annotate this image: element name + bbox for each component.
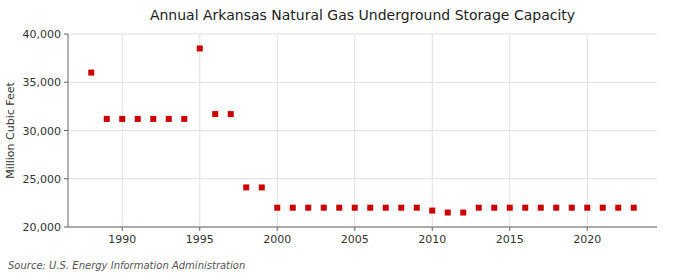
x-tick-label: 1990 [108, 233, 136, 246]
x-tick-label: 1995 [186, 233, 214, 246]
grid-line-x [354, 34, 355, 227]
y-tick-label: 20,000 [23, 221, 62, 234]
point [538, 205, 544, 211]
point [88, 70, 94, 76]
point [398, 205, 404, 211]
x-axis-line [68, 227, 657, 228]
point [181, 116, 187, 122]
point [243, 184, 249, 190]
x-tick [587, 227, 588, 231]
point [367, 205, 373, 211]
x-tick [277, 227, 278, 231]
point [135, 116, 141, 122]
grid-line-x [199, 34, 200, 227]
y-tick-label: 25,000 [23, 173, 62, 186]
axes: 1990 1995 2000 2005 2010 2015 2020 20,000 25,000… [23, 28, 602, 246]
x-tick [122, 227, 123, 231]
grid-line-x [277, 34, 278, 227]
grid-line-x [587, 34, 588, 227]
source-note: Source: U.S. Energy Information Administ… [8, 260, 245, 271]
grid-line-y [68, 34, 657, 35]
point [336, 205, 342, 211]
x-tick [509, 227, 510, 231]
x-tick [199, 227, 200, 231]
grid-line-y [68, 130, 657, 131]
y-tick [64, 178, 68, 179]
point [491, 205, 497, 211]
point [259, 184, 265, 190]
point [228, 111, 234, 117]
point [305, 205, 311, 211]
point [197, 45, 203, 51]
point [445, 210, 451, 216]
x-tick-label: 2020 [573, 233, 601, 246]
point [414, 205, 420, 211]
y-tick [64, 130, 68, 131]
point [119, 116, 125, 122]
title: Annual Arkansas Natural Gas Underground … [150, 7, 575, 23]
chart: 1990 1995 2000 2005 2010 2015 2020 20,000 25,000… [0, 0, 675, 275]
grid-line-x [122, 34, 123, 227]
point [212, 111, 218, 117]
point [429, 208, 435, 214]
point [321, 205, 327, 211]
grid-line-x [509, 34, 510, 227]
point [274, 205, 280, 211]
grid-line-y [68, 227, 657, 228]
point [522, 205, 528, 211]
point [553, 205, 559, 211]
point [569, 205, 575, 211]
point [104, 116, 110, 122]
point [352, 205, 358, 211]
y-tick [64, 34, 68, 35]
y-tick-label: 30,000 [23, 125, 62, 138]
y-tick-label: 35,000 [23, 76, 62, 89]
point [150, 116, 156, 122]
y-tick [64, 227, 68, 228]
point [615, 205, 621, 211]
points [88, 45, 637, 215]
x-tick [354, 227, 355, 231]
x-tick-label: 2015 [496, 233, 524, 246]
point [460, 210, 466, 216]
point [507, 205, 513, 211]
x-tick-label: 2005 [341, 233, 369, 246]
x-tick-label: 2000 [263, 233, 291, 246]
y-tick [64, 82, 68, 83]
point [600, 205, 606, 211]
point [166, 116, 172, 122]
point [476, 205, 482, 211]
point [584, 205, 590, 211]
point [631, 205, 637, 211]
x-tick-label: 2010 [418, 233, 446, 246]
point [383, 205, 389, 211]
y-tick-label: 40,000 [23, 28, 62, 41]
grid-line-y [68, 82, 657, 83]
grid-line-x [432, 34, 433, 227]
y-axis-label: Million Cubic Feet [4, 81, 17, 178]
grid-line-y [68, 178, 657, 179]
grid [68, 34, 657, 227]
chart-container: 1990 1995 2000 2005 2010 2015 2020 20,000 25,000… [0, 0, 675, 275]
point [290, 205, 296, 211]
x-tick [432, 227, 433, 231]
